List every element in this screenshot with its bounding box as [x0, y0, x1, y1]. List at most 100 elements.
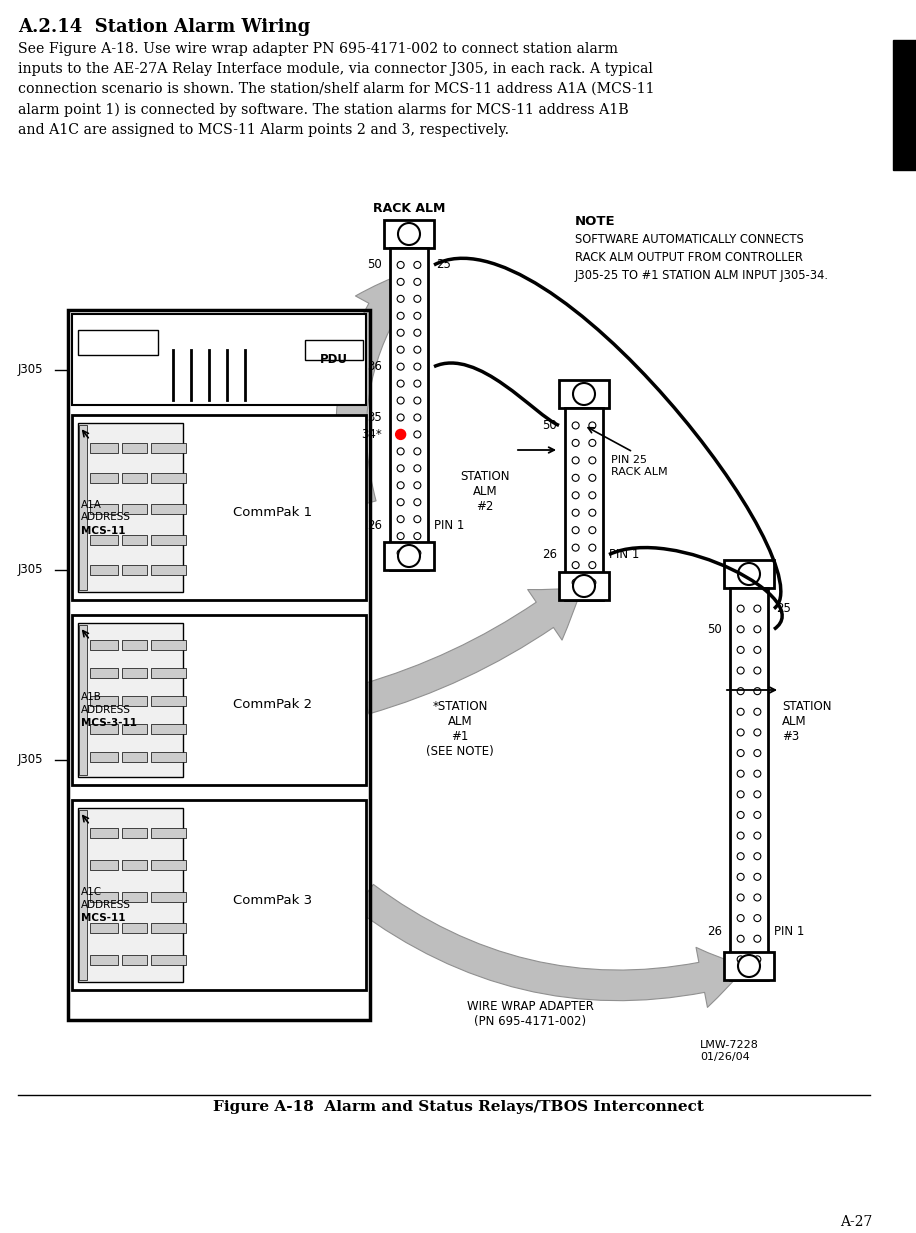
Circle shape [754, 936, 761, 942]
Text: PIN 1: PIN 1 [434, 519, 464, 531]
Text: CommPak 3: CommPak 3 [233, 894, 312, 906]
Bar [122, 535, 147, 545]
Circle shape [754, 790, 761, 798]
Bar [90, 443, 118, 453]
Text: NOTE: NOTE [575, 215, 616, 228]
Bar [90, 504, 118, 514]
Bar [72, 314, 366, 404]
Bar [151, 640, 186, 650]
Circle shape [398, 430, 404, 438]
Bar [90, 954, 118, 965]
Circle shape [737, 688, 744, 694]
Text: WIRE WRAP ADAPTER
(PN 695-4171-002): WIRE WRAP ADAPTER (PN 695-4171-002) [466, 1000, 594, 1028]
Circle shape [398, 397, 404, 404]
Circle shape [737, 626, 744, 633]
Text: ADDRESS: ADDRESS [81, 705, 131, 715]
Circle shape [398, 380, 404, 387]
Bar [90, 859, 118, 870]
Text: 25: 25 [436, 259, 451, 271]
Bar [151, 504, 186, 514]
Text: 50: 50 [542, 419, 557, 432]
Text: CommPak 2: CommPak 2 [233, 699, 312, 711]
Bar [78, 808, 183, 981]
Text: PIN 25
RACK ALM: PIN 25 RACK ALM [611, 455, 668, 477]
Circle shape [737, 605, 744, 612]
Bar [151, 752, 186, 762]
Circle shape [754, 771, 761, 777]
Circle shape [754, 646, 761, 653]
Bar [78, 423, 183, 592]
Circle shape [398, 533, 404, 540]
Bar [72, 615, 366, 785]
Circle shape [572, 492, 579, 499]
Circle shape [414, 414, 420, 420]
Text: 36: 36 [367, 360, 382, 374]
Circle shape [738, 563, 760, 584]
Bar [384, 219, 434, 248]
Text: 26: 26 [542, 547, 557, 561]
Text: 26: 26 [367, 519, 382, 531]
Bar [559, 380, 609, 408]
Bar [151, 443, 186, 453]
Circle shape [398, 448, 404, 455]
Text: *STATION
ALM
#1
(SEE NOTE): *STATION ALM #1 (SEE NOTE) [426, 700, 494, 758]
Circle shape [589, 580, 596, 586]
Bar [79, 810, 87, 980]
Text: PDU: PDU [320, 353, 348, 366]
Circle shape [414, 482, 420, 488]
Circle shape [398, 414, 404, 420]
Bar [72, 416, 366, 600]
Circle shape [754, 894, 761, 901]
Text: 34*: 34* [361, 428, 382, 441]
Bar [151, 697, 186, 707]
Circle shape [754, 853, 761, 859]
Text: A1B: A1B [81, 692, 102, 702]
Circle shape [398, 296, 404, 302]
Circle shape [572, 509, 579, 517]
Circle shape [589, 509, 596, 517]
Bar [90, 752, 118, 762]
Circle shape [737, 811, 744, 819]
Text: See Figure A-18. Use wire wrap adapter PN 695-4171-002 to connect station alarm
: See Figure A-18. Use wire wrap adapter P… [18, 42, 655, 137]
Text: Figure A-18  Alarm and Status Relays/TBOS Interconnect: Figure A-18 Alarm and Status Relays/TBOS… [213, 1100, 703, 1113]
Circle shape [398, 498, 404, 506]
Bar [122, 954, 147, 965]
FancyArrowPatch shape [336, 272, 409, 509]
Bar [384, 543, 434, 570]
Bar [122, 697, 147, 707]
Circle shape [414, 279, 420, 285]
Circle shape [398, 312, 404, 319]
Circle shape [398, 465, 404, 472]
Circle shape [572, 561, 579, 568]
Bar [122, 859, 147, 870]
Circle shape [737, 646, 744, 653]
Bar [90, 668, 118, 678]
Text: J305: J305 [18, 563, 43, 577]
Circle shape [589, 475, 596, 481]
Circle shape [398, 223, 420, 245]
Bar [90, 891, 118, 901]
Text: A1A: A1A [81, 499, 102, 509]
Circle shape [737, 832, 744, 840]
Bar [90, 725, 118, 735]
Circle shape [737, 750, 744, 757]
Circle shape [737, 853, 744, 859]
Text: SOFTWARE AUTOMATICALLY CONNECTS
RACK ALM OUTPUT FROM CONTROLLER
J305-25 TO #1 ST: SOFTWARE AUTOMATICALLY CONNECTS RACK ALM… [575, 233, 829, 282]
Bar [78, 330, 158, 355]
Bar [90, 566, 118, 576]
Bar [90, 829, 118, 838]
Text: J305: J305 [18, 753, 43, 767]
Bar [122, 725, 147, 735]
Circle shape [754, 729, 761, 736]
Text: ADDRESS: ADDRESS [81, 513, 131, 523]
Circle shape [737, 936, 744, 942]
Circle shape [737, 708, 744, 715]
Circle shape [754, 915, 761, 921]
Text: ADDRESS: ADDRESS [81, 900, 131, 910]
Circle shape [737, 790, 744, 798]
FancyArrowPatch shape [355, 884, 747, 1007]
Bar [90, 473, 118, 483]
Text: STATION
ALM
#3: STATION ALM #3 [782, 700, 832, 743]
Bar [151, 859, 186, 870]
Text: 25: 25 [776, 602, 791, 615]
